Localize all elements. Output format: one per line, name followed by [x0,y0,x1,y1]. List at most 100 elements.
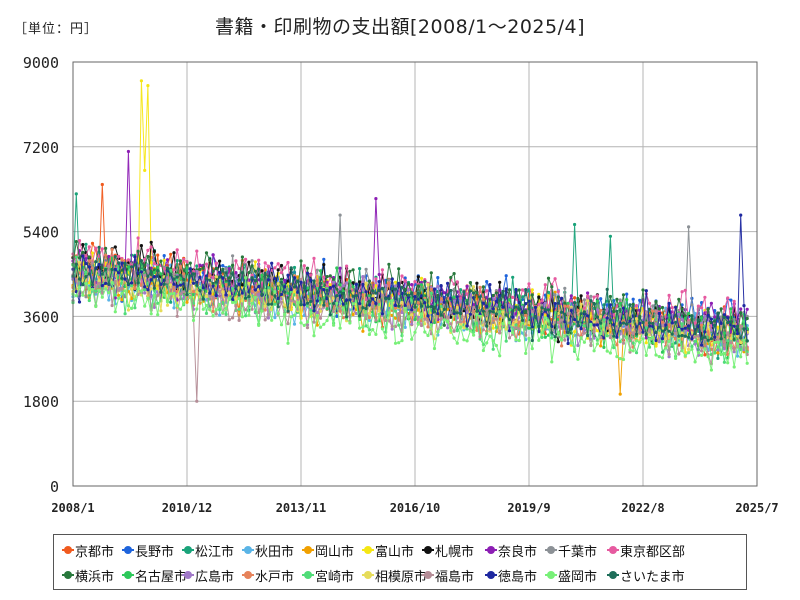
data-point [595,323,600,327]
data-point [110,303,114,308]
data-point [172,268,176,272]
data-point [178,259,183,263]
data-point [165,266,170,270]
data-point [429,287,433,291]
data-point [426,283,430,287]
data-point [374,197,378,201]
data-point [579,294,583,298]
data-point [117,271,121,275]
data-point [732,324,736,328]
legend: 京都市 長野市 松江市 秋田市 岡山市 富山市 札幌市 奈良市 千葉市 東京都区部 横浜市 名古屋市… [53,534,747,590]
data-point [204,303,209,308]
data-point [605,334,609,338]
data-point [201,266,205,270]
data-point [253,269,257,273]
legend-marker-icon [485,543,497,557]
data-point [393,341,398,345]
data-point [709,368,714,372]
data-point [703,295,707,299]
data-point [560,310,564,314]
data-point [546,308,551,312]
data-point [680,318,684,322]
data-point [120,276,124,280]
data-point [345,281,349,285]
data-point [305,271,310,275]
data-point [602,310,606,314]
data-point [159,309,163,313]
data-point [693,311,697,316]
data-point [364,267,368,271]
data-point [191,281,196,285]
data-point [136,281,140,285]
data-point [367,311,371,315]
data-point [566,312,570,316]
data-point [204,262,209,266]
data-point [677,297,681,301]
data-point [322,275,326,279]
data-point [94,260,98,264]
data-point [198,263,202,267]
data-point [638,340,642,344]
data-point [286,322,290,326]
data-point [660,329,665,333]
data-point [563,286,567,290]
data-point [582,324,587,328]
data-point [631,308,635,312]
data-point [253,279,257,283]
data-point [250,301,254,306]
legend-marker-icon [422,568,434,582]
data-point [178,292,183,296]
data-point [683,326,687,330]
data-point [612,334,616,338]
data-point [739,336,743,340]
series-group [71,79,749,403]
data-point [74,255,78,259]
data-point [654,300,658,304]
data-point [488,327,492,331]
y-tick-label: 9000 [23,54,59,72]
data-point [573,222,577,227]
data-point [706,313,710,317]
legend-label: 盛岡市 [558,569,598,585]
data-point [670,321,674,325]
data-point [250,289,254,293]
data-point [364,281,368,285]
data-point [136,287,140,291]
data-point [149,245,153,249]
data-point [735,342,740,346]
data-point [546,276,551,280]
data-point [107,254,111,259]
data-point [354,282,358,286]
data-point [504,287,508,291]
x-tick-label: 2016/10 [390,501,441,515]
data-point [657,331,661,336]
legend-label: 松江市 [195,544,235,560]
data-point [332,301,336,306]
data-point [491,293,495,298]
data-point [400,274,404,278]
data-point [498,310,502,314]
data-point [211,253,215,257]
data-point [165,303,170,307]
data-point [332,310,336,314]
data-point [195,269,199,274]
data-point [276,282,280,286]
data-point [338,306,342,310]
data-point [348,321,352,325]
data-point [729,298,733,302]
data-point [599,324,603,328]
data-point [615,335,619,339]
data-point [325,275,329,279]
legend-label: 札幌市 [435,544,475,560]
data-point [146,248,150,252]
data-point [543,335,547,339]
data-point [654,330,658,335]
data-point [683,334,687,338]
data-point [599,308,603,312]
data-point [143,273,147,277]
data-point [77,277,82,281]
legend-marker-icon [422,543,434,557]
data-point [504,313,508,317]
data-point [87,265,91,269]
data-point [452,295,456,299]
